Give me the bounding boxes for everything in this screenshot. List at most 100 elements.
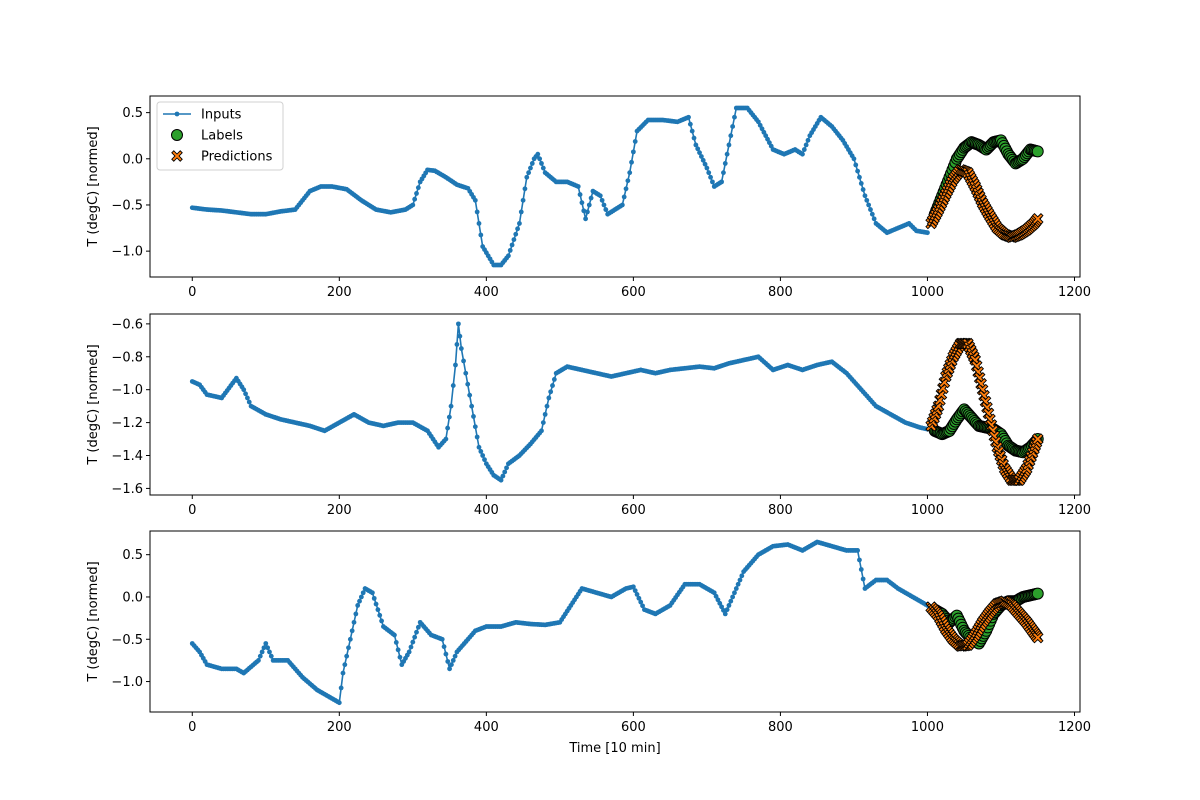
inputs-point bbox=[619, 202, 625, 208]
inputs-point bbox=[551, 377, 557, 382]
inputs-point bbox=[450, 383, 456, 388]
y-tick-label: −1.0 bbox=[111, 675, 143, 690]
inputs-point bbox=[371, 595, 377, 601]
y-tick-label: −0.5 bbox=[111, 633, 143, 648]
subplot-2: 0 200 400 600 800 1000 1200 −1.6 −1.4 −1.2 −1.0 −0.… bbox=[86, 313, 1091, 518]
inputs-point bbox=[478, 232, 484, 238]
inputs-point bbox=[449, 662, 454, 668]
inputs-point bbox=[857, 174, 862, 180]
inputs-point bbox=[853, 162, 859, 168]
inputs-point bbox=[686, 114, 691, 120]
inputs-point bbox=[373, 601, 379, 607]
inputs-point bbox=[261, 645, 267, 651]
y-axis-label: T (degC) [normed] bbox=[86, 126, 101, 247]
inputs-point bbox=[446, 414, 452, 420]
x-tick-label: 800 bbox=[768, 720, 793, 735]
inputs-point bbox=[855, 548, 861, 553]
inputs-point bbox=[452, 653, 458, 659]
inputs-point bbox=[472, 197, 478, 203]
inputs-point bbox=[537, 156, 543, 162]
inputs-point bbox=[851, 156, 857, 162]
inputs-point bbox=[517, 221, 522, 226]
inputs-point bbox=[502, 469, 508, 475]
inputs-point bbox=[640, 603, 645, 609]
inputs-point bbox=[801, 147, 807, 152]
inputs-point bbox=[265, 645, 271, 651]
inputs-point bbox=[243, 391, 248, 397]
inputs-point bbox=[461, 358, 466, 364]
inputs-point bbox=[630, 149, 636, 155]
inputs-point bbox=[599, 197, 605, 203]
x-tick-label: 800 bbox=[768, 503, 793, 518]
inputs-point bbox=[625, 178, 631, 184]
inputs-point bbox=[724, 607, 730, 613]
inputs-point bbox=[728, 133, 734, 139]
inputs-point bbox=[453, 362, 458, 368]
x-tick-label: 0 bbox=[188, 503, 196, 518]
inputs-point bbox=[351, 619, 357, 625]
inputs-point bbox=[575, 184, 581, 189]
inputs-point bbox=[476, 444, 482, 450]
inputs-point bbox=[263, 641, 269, 646]
inputs-point bbox=[412, 196, 418, 202]
inputs-point bbox=[454, 342, 460, 347]
inputs-point bbox=[450, 658, 456, 663]
inputs-point bbox=[579, 200, 585, 206]
inputs-point bbox=[627, 170, 633, 176]
axes-frame bbox=[149, 313, 1081, 496]
y-tick-label: 0.5 bbox=[122, 106, 143, 121]
inputs-point bbox=[726, 603, 732, 608]
inputs-point bbox=[357, 598, 362, 604]
inputs-line bbox=[191, 323, 928, 481]
predictions-markers bbox=[925, 595, 1044, 652]
inputs-point bbox=[408, 644, 414, 650]
inputs-point bbox=[871, 216, 877, 222]
inputs-point bbox=[369, 590, 375, 596]
inputs-point bbox=[528, 165, 533, 171]
y-tick-label: 0.0 bbox=[122, 152, 143, 167]
y-tick-label: −1.2 bbox=[111, 416, 143, 431]
inputs-point bbox=[733, 586, 739, 591]
inputs-point bbox=[544, 403, 550, 409]
x-tick-label: 400 bbox=[474, 285, 499, 300]
inputs-point bbox=[706, 170, 712, 176]
inputs-point bbox=[515, 226, 520, 232]
inputs-point bbox=[520, 197, 526, 203]
x-tick-label: 0 bbox=[188, 720, 196, 735]
inputs-markers bbox=[189, 321, 930, 483]
legend-label-inputs: Inputs bbox=[201, 108, 242, 123]
inputs-point bbox=[597, 193, 603, 199]
predictions-point bbox=[1031, 212, 1044, 225]
inputs-point bbox=[535, 151, 541, 157]
inputs-point bbox=[710, 179, 715, 185]
inputs-point bbox=[241, 387, 247, 393]
inputs-point bbox=[393, 640, 399, 645]
inputs-point bbox=[588, 195, 594, 201]
inputs-point bbox=[465, 381, 471, 387]
inputs-point bbox=[539, 428, 544, 434]
x-tick-label: 1200 bbox=[1058, 720, 1091, 735]
inputs-point bbox=[858, 567, 864, 572]
x-tick-label: 1200 bbox=[1058, 503, 1091, 518]
inputs-point bbox=[546, 395, 552, 401]
subplot-1: 0 200 400 600 800 1000 1200 −1.0 −0.5 0.0 0.5 T (de… bbox=[86, 95, 1091, 300]
inputs-point bbox=[713, 593, 719, 599]
inputs-point bbox=[472, 424, 478, 430]
inputs-point bbox=[581, 208, 587, 214]
inputs-point bbox=[392, 632, 397, 638]
inputs-point bbox=[732, 590, 737, 596]
inputs-point bbox=[474, 209, 480, 215]
inputs-point bbox=[498, 477, 504, 483]
inputs-point bbox=[860, 187, 866, 192]
inputs-point bbox=[719, 604, 725, 610]
inputs-point bbox=[412, 634, 418, 640]
inputs-point bbox=[862, 193, 868, 199]
inputs-point bbox=[737, 577, 743, 583]
inputs-point bbox=[415, 185, 421, 191]
inputs-point bbox=[548, 389, 554, 395]
x-tick-label: 1000 bbox=[911, 720, 944, 735]
x-tick-label: 1000 bbox=[911, 285, 944, 300]
inputs-point bbox=[340, 670, 346, 676]
inputs-point bbox=[505, 253, 511, 259]
